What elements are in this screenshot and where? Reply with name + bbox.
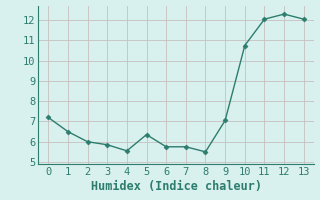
X-axis label: Humidex (Indice chaleur): Humidex (Indice chaleur) <box>91 180 261 193</box>
